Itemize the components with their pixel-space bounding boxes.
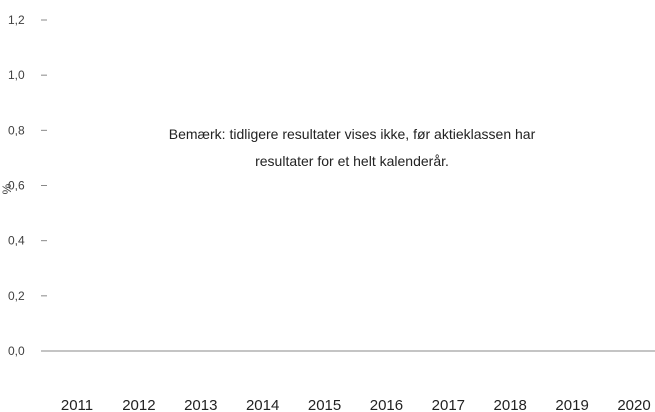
y-tick-label: 0,4 [8,234,25,248]
x-tick-label: 2014 [246,397,279,412]
chart-annotation-line-1: Bemærk: tidligere resultater vises ikke,… [169,126,536,142]
x-axis-ticks: 2011 2012 2013 2014 2015 2016 2017 2018 2019 2020 [61,397,651,412]
y-tick-label: 0,0 [8,344,25,358]
y-axis-label: % [0,183,14,194]
y-tick-label: 1,0 [8,68,25,82]
y-tick-label: 0,8 [8,123,25,137]
x-tick-label: 2015 [308,397,341,412]
x-tick-label: 2017 [432,397,465,412]
x-tick-label: 2016 [370,397,403,412]
chart-annotation-line-2: resultater for et helt kalenderår. [255,153,449,169]
y-tick-label: 0,6 [8,179,25,193]
y-tick-label: 1,2 [8,13,25,27]
x-tick-label: 2012 [122,397,155,412]
y-tick-label: 0,2 [8,289,25,303]
x-tick-label: 2019 [555,397,588,412]
x-tick-label: 2013 [184,397,217,412]
y-axis-ticks: 0,0 0,2 0,4 0,6 0,8 1,0 1,2 [8,13,47,358]
x-tick-label: 2011 [61,397,93,412]
x-tick-label: 2020 [617,397,650,412]
x-tick-label: 2018 [494,397,527,412]
